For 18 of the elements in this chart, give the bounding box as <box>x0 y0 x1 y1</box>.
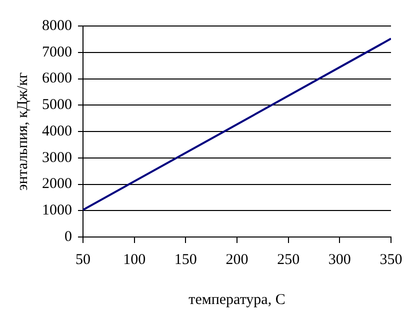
x-tick-label: 50 <box>76 252 90 268</box>
y-tick-label: 1000 <box>42 202 72 219</box>
x-tick-label: 300 <box>328 252 351 268</box>
y-axis-title: энтальпия, кДж/кг <box>14 72 31 191</box>
y-tick-label: 7000 <box>42 44 72 60</box>
y-tick-label: 8000 <box>42 18 72 34</box>
y-tick-label: 6000 <box>42 70 72 87</box>
x-tick-label: 100 <box>123 252 146 268</box>
x-tick-label: 350 <box>380 252 402 268</box>
y-tick-label: 5000 <box>42 97 72 114</box>
x-tick-label: 250 <box>277 252 300 268</box>
x-tick-label: 200 <box>226 252 248 268</box>
y-tick-label: 2000 <box>42 176 72 192</box>
y-tick-label: 3000 <box>42 150 72 166</box>
x-axis-title: температура, С <box>188 292 286 308</box>
y-tick-label: 0 <box>64 228 72 245</box>
x-tick-label: 150 <box>174 252 197 268</box>
y-tick-label: 4000 <box>42 123 72 140</box>
